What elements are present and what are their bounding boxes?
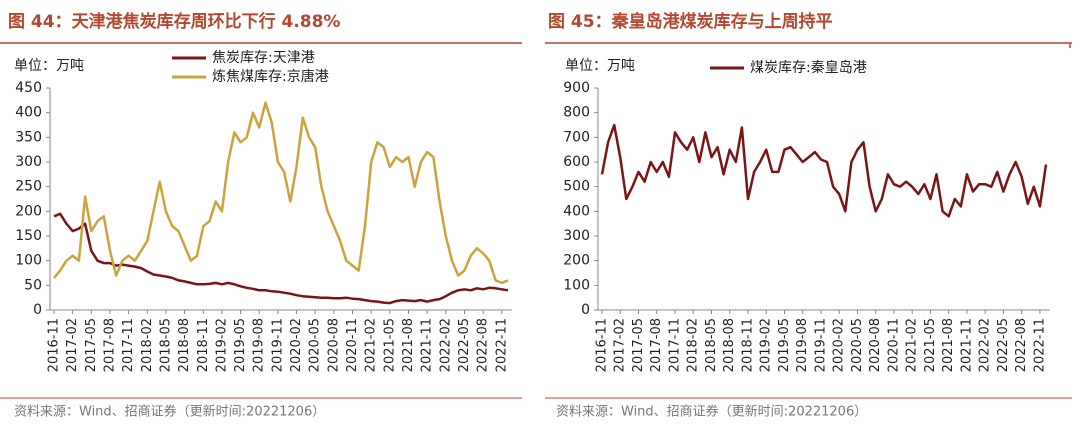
y-tick-label: 900 — [563, 80, 590, 96]
x-tick-label: 2018-05 — [158, 318, 173, 372]
x-tick-label: 2021-11 — [420, 318, 435, 372]
y-tick-label: 100 — [15, 253, 42, 269]
x-tick-label: 2018-02 — [140, 318, 155, 372]
x-tick-label: 2021-08 — [401, 318, 416, 372]
x-tick-label: 2018-02 — [686, 318, 701, 372]
x-tick-label: 2018-08 — [177, 318, 192, 372]
x-tick-label: 2019-02 — [759, 318, 774, 372]
y-tick-label: 400 — [15, 105, 42, 121]
x-tick-label: 2019-11 — [270, 318, 285, 372]
x-tick-label: 2022-11 — [1032, 318, 1047, 372]
x-tick-label: 2020-02 — [832, 318, 847, 372]
series-line — [53, 212, 509, 305]
unit-label: 单位：万吨 — [565, 58, 635, 74]
x-tick-label: 2018-08 — [722, 318, 737, 372]
source: 资料来源：Wind、招商证券（更新时间:20221206） — [556, 404, 867, 420]
x-tick-label: 2021-11 — [959, 318, 974, 372]
x-tick-label: 2020-02 — [289, 318, 304, 372]
y-tick-label: 200 — [15, 203, 42, 219]
x-tick-label: 2019-02 — [214, 318, 229, 372]
legend-label: 炼焦煤库存:京唐港 — [212, 68, 329, 85]
x-tick-label: 2021-02 — [905, 318, 920, 372]
x-tick-label: 2020-05 — [850, 318, 865, 372]
x-tick-label: 2017-05 — [631, 318, 646, 372]
y-tick-label: 250 — [15, 179, 42, 195]
x-tick-label: 2021-05 — [382, 318, 397, 372]
x-tick-label: 2016-11 — [47, 318, 62, 372]
x-tick-label: 2017-08 — [102, 318, 117, 372]
y-tick-label: 200 — [563, 253, 590, 269]
y-tick-label: 800 — [563, 105, 590, 121]
y-tick-label: 300 — [15, 154, 42, 170]
x-tick-label: 2019-05 — [233, 318, 248, 372]
x-tick-label: 2020-11 — [345, 318, 360, 372]
x-tick-label: 2017-02 — [613, 318, 628, 372]
x-tick-label: 2020-05 — [308, 318, 323, 372]
chart-title: 图 44：天津港焦炭库存周环比下行 4.88% — [8, 11, 340, 32]
x-tick-label: 2017-11 — [667, 318, 682, 372]
x-tick-label: 2022-11 — [494, 318, 509, 372]
x-tick-label: 2022-02 — [978, 318, 993, 372]
x-tick-label: 2021-05 — [923, 318, 938, 372]
y-tick-label: 400 — [563, 203, 590, 219]
y-tick-label: 100 — [563, 277, 590, 293]
y-tick-label: 350 — [15, 129, 42, 145]
x-tick-label: 2022-05 — [996, 318, 1011, 372]
x-tick-label: 2020-08 — [326, 318, 341, 372]
x-tick-label: 2019-11 — [813, 318, 828, 372]
y-tick-label: 450 — [15, 80, 42, 96]
y-tick-label: 50 — [24, 277, 42, 293]
x-tick-label: 2017-05 — [84, 318, 99, 372]
y-tick-label: 700 — [563, 129, 590, 145]
series-line — [53, 101, 509, 285]
legend-label: 煤炭库存:秦皇岛港 — [750, 60, 867, 76]
x-tick-label: 2020-08 — [868, 318, 883, 372]
x-tick-label: 2017-08 — [649, 318, 664, 372]
y-tick-label: 150 — [15, 228, 42, 244]
legend-label: 焦炭库存:天津港 — [212, 50, 315, 66]
y-tick-label: 500 — [563, 179, 590, 195]
x-tick-label: 2017-11 — [121, 318, 136, 372]
series-line — [600, 123, 1048, 218]
source: 资料来源：Wind、招商证券（更新时间:20221206） — [14, 404, 325, 420]
x-tick-label: 2018-11 — [740, 318, 755, 372]
x-tick-label: 2018-05 — [704, 318, 719, 372]
x-tick-label: 2022-08 — [476, 318, 491, 372]
unit-label: 单位：万吨 — [14, 58, 84, 74]
x-tick-label: 2020-11 — [886, 318, 901, 372]
y-tick-label: 300 — [563, 228, 590, 244]
x-tick-label: 2019-08 — [795, 318, 810, 372]
x-tick-label: 2019-08 — [252, 318, 267, 372]
y-tick-label: 0 — [581, 302, 590, 318]
x-tick-label: 2019-05 — [777, 318, 792, 372]
chart-title: 图 45：秦皇岛港煤炭库存与上周持平 — [548, 11, 833, 32]
x-tick-label: 2022-05 — [457, 318, 472, 372]
x-tick-label: 2022-08 — [1014, 318, 1029, 372]
x-tick-label: 2021-02 — [364, 318, 379, 372]
y-tick-label: 600 — [563, 154, 590, 170]
x-tick-label: 2016-11 — [595, 318, 610, 372]
x-tick-label: 2017-02 — [65, 318, 80, 372]
y-tick-label: 0 — [33, 302, 42, 318]
x-tick-label: 2022-02 — [438, 318, 453, 372]
x-tick-label: 2018-11 — [196, 318, 211, 372]
x-tick-label: 2021-08 — [941, 318, 956, 372]
